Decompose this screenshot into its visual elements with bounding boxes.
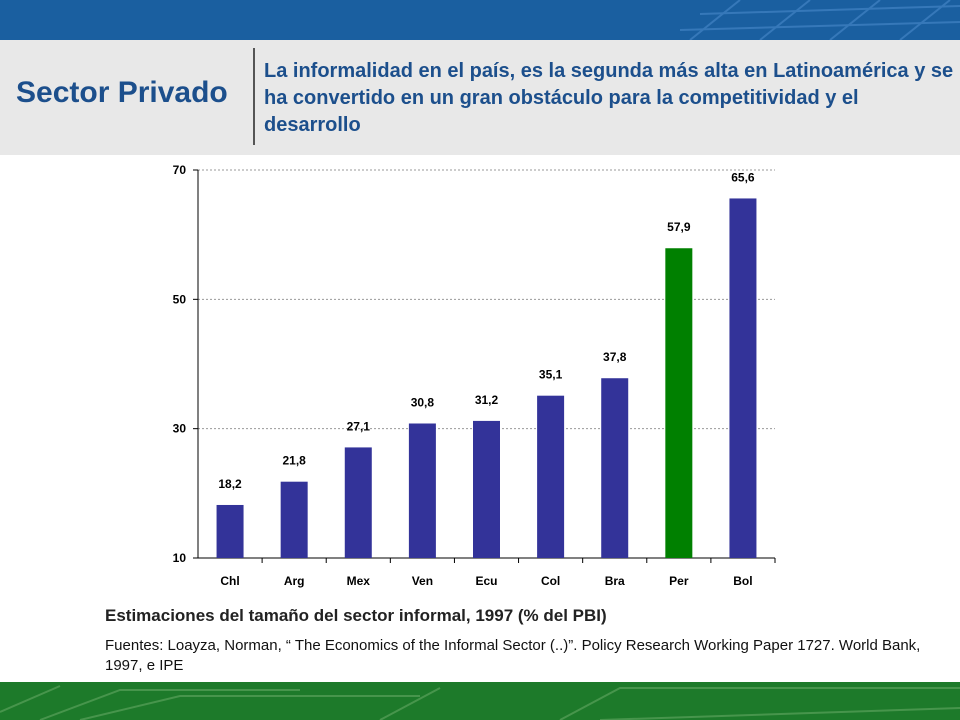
bar-bra (601, 378, 629, 558)
bar-bol (729, 198, 757, 558)
bar-chart-area: 10 30 50 70 18,2 Chl 21,8 Arg 27,1 Mex 30,8 Ven 31,2… (0, 155, 960, 600)
x-tick-label: Chl (220, 574, 239, 588)
informal-sector-bar-chart: 10 30 50 70 18,2 Chl 21,8 Arg 27,1 Mex 30,8 Ven 31,2… (173, 163, 776, 588)
y-tick-label: 30 (173, 422, 187, 436)
bar-arg (280, 481, 308, 558)
data-label: 30,8 (411, 395, 435, 409)
top-decorative-bar (0, 0, 960, 40)
chart-caption: Estimaciones del tamaño del sector infor… (105, 606, 607, 625)
data-label: 31,2 (475, 393, 499, 407)
data-label: 27,1 (347, 419, 371, 433)
x-tick-label: Bol (733, 574, 752, 588)
data-label: 35,1 (539, 368, 563, 382)
x-tick-label: Ven (412, 574, 433, 588)
y-tick-label: 70 (173, 163, 187, 177)
section-title: Sector Privado (16, 76, 228, 109)
header-band (0, 40, 960, 155)
header-divider (253, 48, 255, 145)
bar-ecu (473, 420, 500, 558)
data-label: 18,2 (218, 477, 242, 491)
x-tick-label: Col (541, 574, 560, 588)
headline: La informalidad en el país, es la segund… (264, 60, 954, 136)
x-tick-label: Ecu (475, 574, 497, 588)
data-label: 37,8 (603, 350, 627, 364)
source-note: Fuentes: Loayza, Norman, “ The Economics… (105, 637, 921, 674)
x-tick-label: Arg (284, 574, 305, 588)
data-label: 21,8 (282, 454, 306, 468)
bar-per (665, 248, 693, 558)
bar-ven (408, 423, 436, 558)
y-tick-label: 10 (173, 551, 187, 565)
bar-col (537, 395, 565, 558)
bar-chl (216, 504, 244, 558)
bottom-bar-pattern (0, 685, 960, 720)
x-tick-label: Bra (605, 574, 625, 588)
x-tick-label: Per (669, 574, 689, 588)
bar-mex (344, 447, 372, 558)
x-tick-label: Mex (347, 574, 371, 588)
bottom-decorative-bar (0, 682, 960, 720)
data-label: 65,6 (731, 170, 755, 184)
top-bar-pattern (679, 0, 960, 40)
data-label: 57,9 (667, 220, 691, 234)
y-tick-label: 50 (173, 292, 187, 306)
